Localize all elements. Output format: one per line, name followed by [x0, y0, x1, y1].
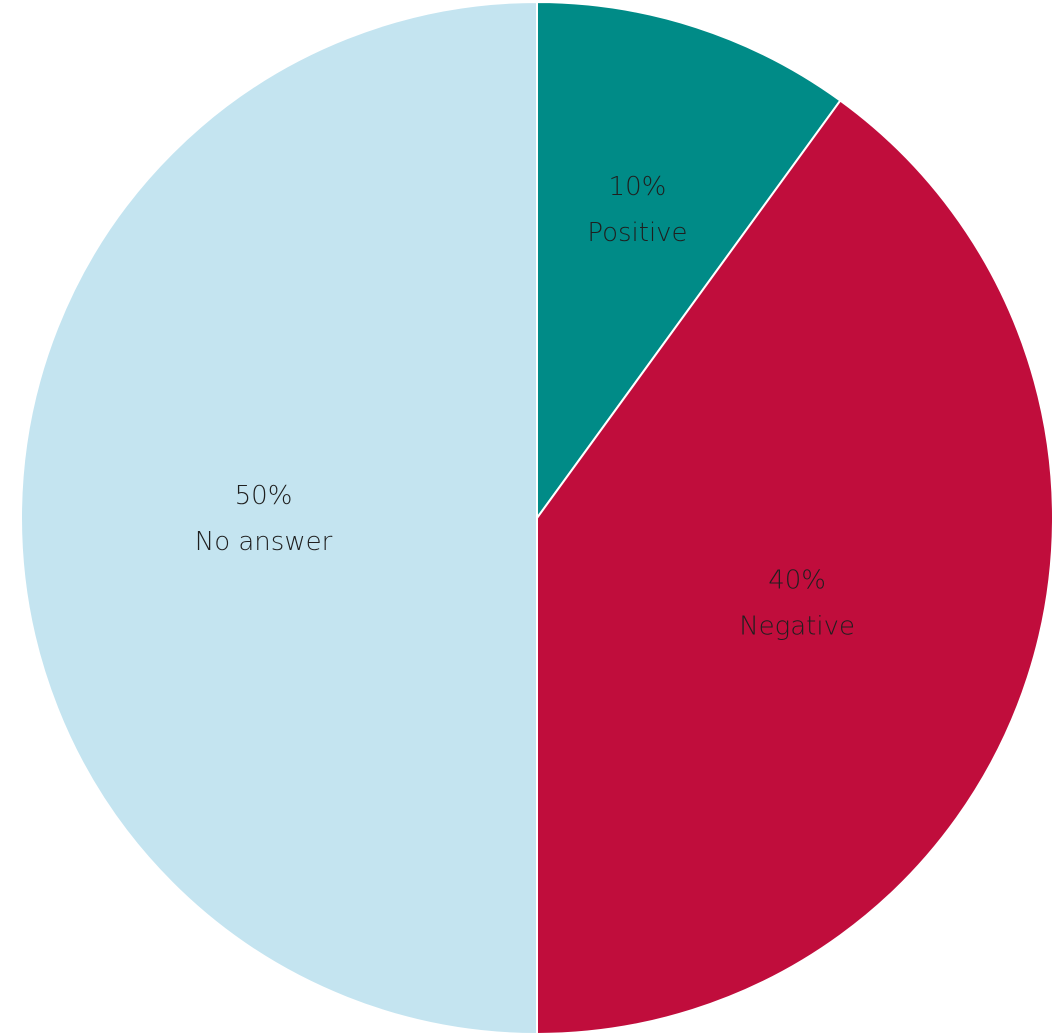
slice-value-label-negative: 40% [768, 566, 826, 596]
pie-slice-no-answer [20, 1, 538, 1035]
slice-value-label-positive: 10% [609, 172, 667, 202]
slice-category-label-negative: Negative [739, 612, 855, 642]
pie-labels: 10% Positive 40% Negative 50% No answer [195, 172, 855, 642]
pie-slice-negative [536, 99, 1054, 1035]
pie-slices [20, 1, 1054, 1035]
slice-category-label-no-answer: No answer [195, 527, 333, 557]
slice-value-label-no-answer: 50% [235, 481, 293, 511]
pie-slice-positive [536, 1, 842, 519]
slice-category-label-positive: Positive [587, 218, 687, 248]
